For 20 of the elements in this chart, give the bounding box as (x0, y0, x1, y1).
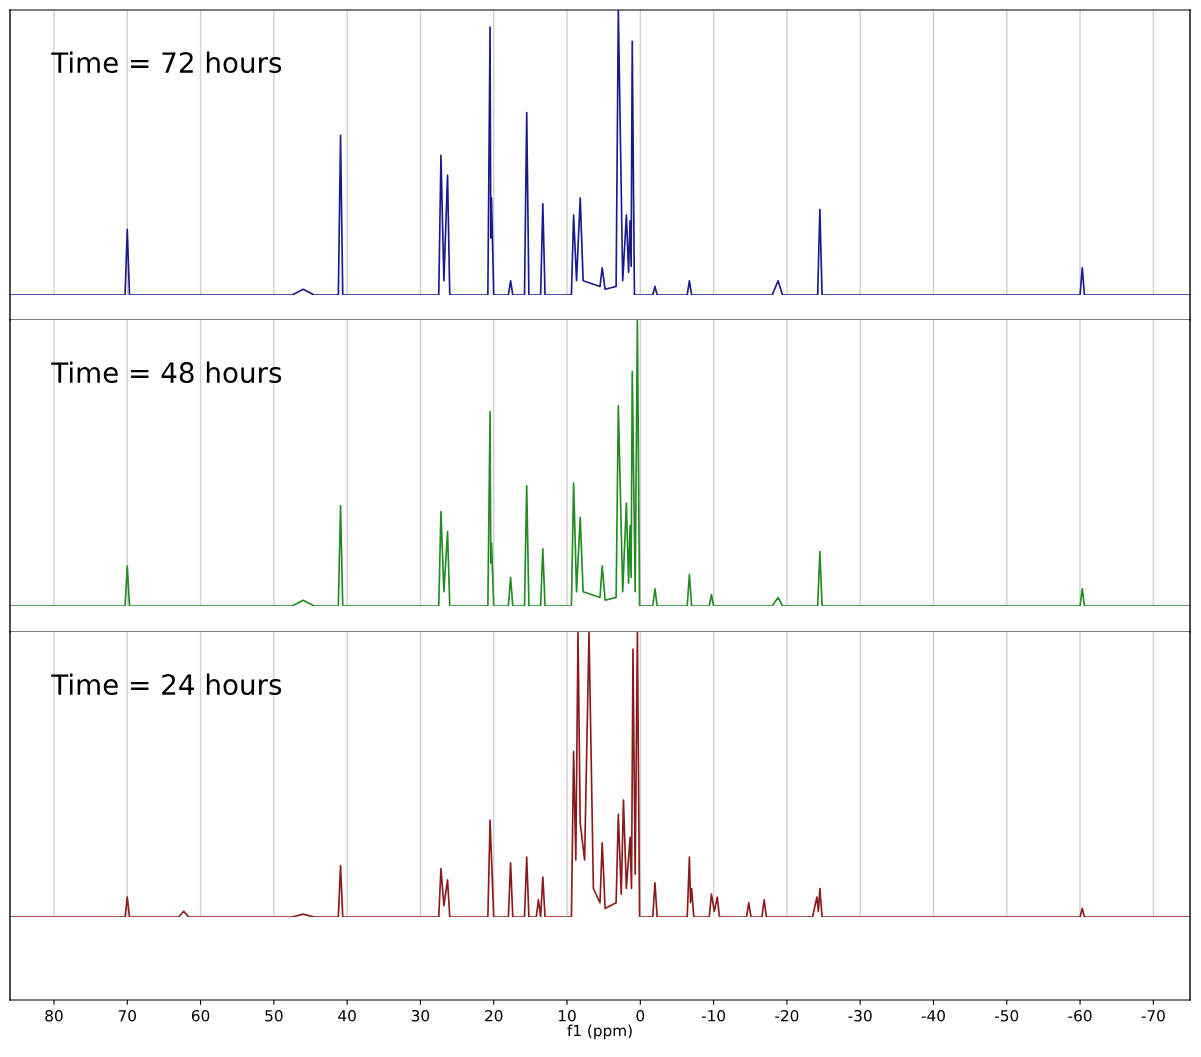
x-tick-label: 80 (45, 1009, 63, 1022)
x-tick-label: 20 (485, 1009, 503, 1022)
x-tick-label: -10 (701, 1009, 726, 1022)
annotation: Time = 72 hours (51, 51, 282, 74)
x-tick-label: 30 (411, 1009, 430, 1022)
x-tick-label: -50 (995, 1009, 1019, 1022)
annotation: Time = 48 hours (51, 361, 282, 384)
x-tick-label: 70 (118, 1009, 136, 1022)
x-tick-label: 40 (338, 1009, 356, 1022)
x-tick-label: 60 (191, 1009, 210, 1022)
x-tick-label: 0 (636, 1009, 645, 1022)
x-tick-label: 50 (265, 1009, 283, 1022)
annotation: Time = 24 hours (51, 673, 282, 696)
x-axis-title: f1 (ppm) (567, 1024, 632, 1040)
x-tick-label: -30 (848, 1009, 872, 1022)
x-tick-label: -70 (1141, 1009, 1165, 1022)
x-tick-label: -20 (775, 1009, 799, 1022)
x-tick-label: -60 (1068, 1009, 1092, 1022)
x-tick-label: -40 (921, 1009, 945, 1022)
x-tick-label: 10 (558, 1009, 576, 1022)
